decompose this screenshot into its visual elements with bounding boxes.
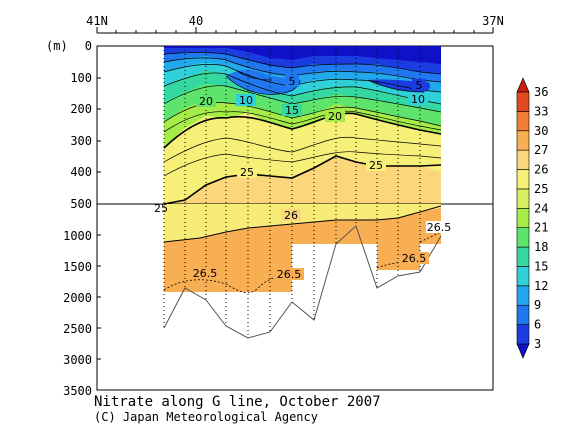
colorbar-segment <box>516 304 530 325</box>
y-tick-label: 200 <box>70 102 92 116</box>
y-tick-label: 3000 <box>63 353 92 367</box>
y-tick-label: 400 <box>70 165 92 179</box>
blue-core-lens <box>226 69 300 95</box>
lower-band-26-5 <box>164 208 441 292</box>
colorbar-segment <box>516 227 530 248</box>
top-axis-label-40: 40 <box>189 14 203 28</box>
colorbar-segment <box>516 91 530 112</box>
y-tick-label: 100 <box>70 71 92 85</box>
contour-label: 20 <box>199 95 213 108</box>
contour-labels: 5 5 10 10 15 20 20 25 25 26 26.5 26.5 26… <box>154 75 452 281</box>
y-tick-label: 2500 <box>63 322 92 336</box>
colorbar-level-label: 3 <box>534 337 541 351</box>
chart-credit: (C) Japan Meteorological Agency <box>94 410 318 424</box>
colorbar-segment <box>516 149 530 170</box>
contour-label: 5 <box>416 79 423 92</box>
contour-label: 25 <box>369 159 383 172</box>
contour-label: 26 <box>284 209 298 222</box>
colorbar-level-label: 30 <box>534 124 548 138</box>
colorbar-level-label: 25 <box>534 182 548 196</box>
colorbar-segment <box>516 130 530 151</box>
y-tick-label: 1000 <box>63 229 92 243</box>
contour-label: 10 <box>239 94 253 107</box>
y-tick-label: 1500 <box>63 260 92 274</box>
colorbar-level-label: 27 <box>534 143 548 157</box>
colorbar-segment <box>516 343 530 359</box>
colorbar-segment <box>516 169 530 190</box>
colorbar-level-label: 26 <box>534 163 548 177</box>
y-axis-tick-labels: 0 100 200 300 400 500 1000 1500 2000 250… <box>63 39 92 398</box>
contour-label: 15 <box>285 104 299 117</box>
colorbar-segment <box>516 208 530 228</box>
colorbar-segment <box>516 324 530 345</box>
y-unit-label: (m) <box>46 39 68 53</box>
top-axis-label-37n: 37N <box>482 14 504 28</box>
colorbar-level-label: 12 <box>534 279 548 293</box>
colorbar-level-label: 6 <box>534 318 541 332</box>
contour-label: 26.5 <box>427 221 452 234</box>
colorbar-segment <box>516 111 530 132</box>
colorbar-segment <box>516 77 530 93</box>
colorbar-level-label: 21 <box>534 221 548 235</box>
colorbar-level-label: 36 <box>534 85 548 99</box>
colorbar-level-label: 9 <box>534 298 541 312</box>
y-tick-label: 3500 <box>63 384 92 398</box>
top-axis-minor-ticks <box>96 27 494 33</box>
colorbar-level-label: 33 <box>534 104 548 118</box>
seafloor-line <box>163 225 442 339</box>
band-3 <box>164 46 441 64</box>
y-tick-label: 2000 <box>63 291 92 305</box>
contour-label: 26.5 <box>193 267 218 280</box>
contour-label: 25 <box>154 202 168 215</box>
contour-label: 26.5 <box>277 268 302 281</box>
contour-label: 10 <box>411 93 425 106</box>
colorbar-level-label: 18 <box>534 240 548 254</box>
contour-label: 25 <box>240 166 254 179</box>
colorbar-segment <box>516 246 530 267</box>
upper-contour-fills <box>164 46 441 210</box>
contour-25-thick <box>163 112 442 205</box>
y-tick-label: 0 <box>85 39 92 53</box>
y-tick-label: 500 <box>70 197 92 211</box>
colorbar-segment <box>516 188 530 209</box>
y-axis-ticks <box>97 77 101 360</box>
colorbar-segment <box>516 285 530 306</box>
y-tick-label: 300 <box>70 134 92 148</box>
colorbar-level-label: 24 <box>534 201 548 215</box>
contour-label: 26.5 <box>402 252 427 265</box>
colorbar-level-label: 15 <box>534 259 548 273</box>
chart-title: Nitrate along G line, October 2007 <box>94 394 381 410</box>
top-axis-label-41n: 41N <box>86 14 108 28</box>
contour-label: 5 <box>289 75 296 88</box>
colorbar-segment <box>516 266 530 287</box>
contour-label: 20 <box>328 110 342 123</box>
